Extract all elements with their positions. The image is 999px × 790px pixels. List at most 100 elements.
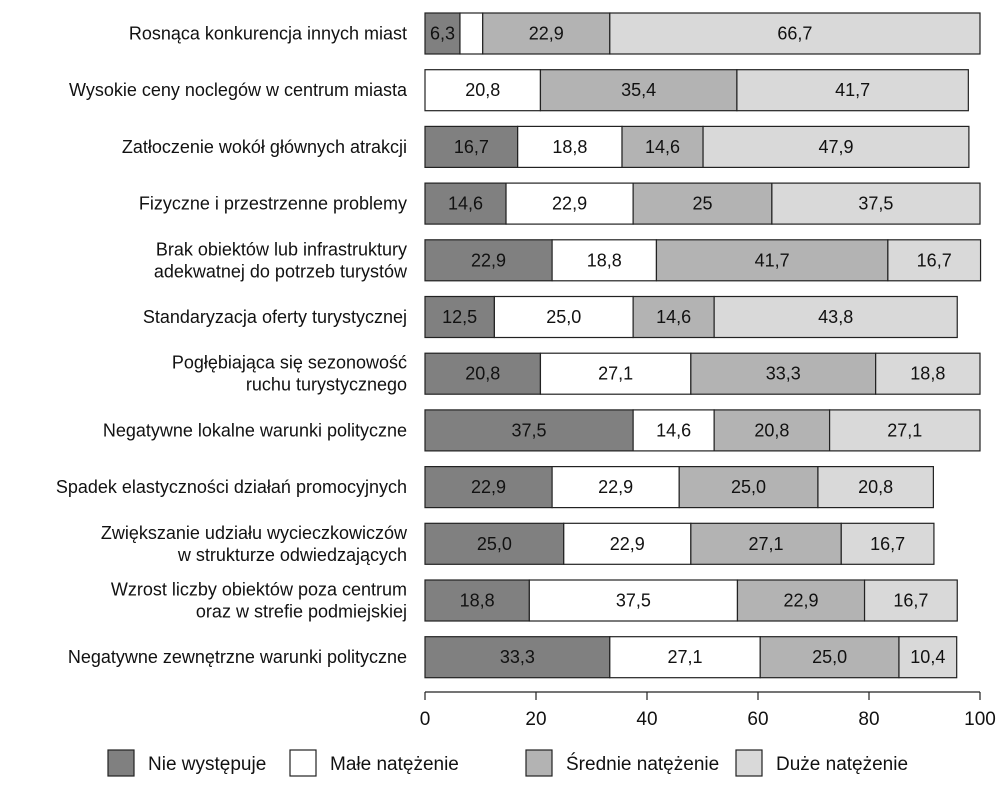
data-label: 6,3 — [430, 24, 455, 44]
bar-segment — [736, 579, 866, 622]
data-label: 35,4 — [621, 80, 656, 100]
x-tick-label: 60 — [747, 709, 768, 730]
data-label: 27,1 — [887, 420, 922, 440]
legend-item: Średnie natężenie — [525, 749, 719, 777]
bar-segment — [690, 352, 877, 395]
bar-segment — [517, 125, 623, 169]
bar-segment — [828, 409, 981, 452]
data-label: 14,6 — [656, 420, 691, 440]
legend-label: Duże natężenie — [776, 754, 908, 775]
data-label: 66,7 — [777, 24, 812, 44]
category-label: Zatłoczenie wokół głównych atrakcji — [122, 137, 407, 157]
data-label: 16,7 — [917, 250, 952, 270]
data-label: 41,7 — [755, 250, 790, 270]
bar-segment — [713, 409, 831, 452]
bar-segment — [539, 69, 738, 112]
legend-label: Małe natężenie — [330, 754, 459, 775]
data-label: 12,5 — [442, 307, 477, 327]
data-label: 27,1 — [749, 534, 784, 554]
bar-segment — [493, 295, 634, 339]
bar-segment — [609, 12, 981, 55]
data-label: 25,0 — [731, 477, 766, 497]
data-label: 25,0 — [812, 647, 847, 667]
bar-segment — [690, 522, 842, 565]
bar-segment — [424, 466, 553, 509]
bar-segment — [887, 239, 982, 282]
category-label: Fizyczne i przestrzenne problemy — [139, 194, 407, 214]
bar-segment — [459, 12, 484, 55]
category-label: ruchu turystycznego — [246, 375, 407, 395]
data-label: 37,5 — [616, 591, 651, 611]
legend-label: Średnie natężenie — [566, 753, 719, 775]
bar-segment — [875, 352, 981, 395]
data-label: 25 — [692, 194, 712, 214]
bar-segment — [863, 579, 958, 622]
legend-swatch — [107, 749, 135, 777]
legend-item: Nie występuje — [107, 749, 266, 777]
bar-segment — [551, 239, 658, 282]
data-label: 20,8 — [465, 364, 500, 384]
data-label: 20,8 — [465, 80, 500, 100]
data-label: 37,5 — [858, 194, 893, 214]
data-label: 18,8 — [910, 364, 945, 384]
bar-segment — [759, 636, 900, 679]
data-label: 18,8 — [460, 591, 495, 611]
bar-segment — [632, 295, 715, 339]
category-label: w strukturze odwiedzających — [177, 545, 407, 565]
bar-segment — [424, 579, 530, 622]
x-tick-label: 100 — [964, 709, 996, 730]
data-label: 22,9 — [471, 477, 506, 497]
category-label: Wysokie ceny noclegów w centrum miasta — [69, 80, 408, 100]
category-label: Standaryzacja oferty turystycznej — [143, 307, 407, 327]
data-label: 20,8 — [754, 420, 789, 440]
category-label: adekwatnej do potrzeb turystów — [154, 261, 408, 281]
data-label: 18,8 — [587, 250, 622, 270]
bar-segment — [424, 12, 461, 55]
data-label: 37,5 — [512, 420, 547, 440]
data-label: 43,8 — [818, 307, 853, 327]
data-label: 41,7 — [835, 80, 870, 100]
bar-segment — [424, 352, 542, 395]
data-label: 22,9 — [552, 194, 587, 214]
data-label: 22,9 — [529, 24, 564, 44]
bar-segment — [424, 522, 565, 565]
legend-swatch — [525, 749, 553, 777]
x-tick-label: 0 — [420, 709, 431, 730]
data-label: 16,7 — [893, 591, 928, 611]
legend: Nie występuje Małe natężenie Średnie natęż… — [107, 749, 908, 777]
data-label: 16,7 — [870, 534, 905, 554]
bar-segment — [736, 69, 969, 112]
bar-segment — [840, 522, 935, 565]
category-label: Negatywne zewnętrzne warunki polityczne — [68, 647, 407, 667]
legend-item: Małe natężenie — [289, 749, 459, 777]
x-tick-label: 80 — [858, 709, 879, 730]
bar-segment — [424, 125, 519, 169]
data-label: 25,0 — [546, 307, 581, 327]
bar-segment — [424, 636, 611, 679]
x-tick-label: 20 — [525, 709, 546, 730]
data-label: 22,9 — [610, 534, 645, 554]
data-label: 10,4 — [910, 647, 945, 667]
bar-segment — [771, 182, 981, 225]
bar-segment — [655, 239, 889, 282]
data-label: 47,9 — [818, 137, 853, 157]
x-tick-label: 40 — [636, 709, 657, 730]
data-label: 22,9 — [783, 591, 818, 611]
bar-segment — [713, 295, 958, 339]
category-label: Spadek elastyczności działań promocyjnyc… — [56, 477, 407, 497]
category-labels: Rosnąca konkurencja innych miast Wysokie … — [56, 24, 408, 668]
legend-label: Nie występuje — [148, 754, 266, 775]
bar-segment — [482, 12, 611, 55]
bar-segment — [632, 182, 773, 225]
data-label: 25,0 — [477, 534, 512, 554]
bar-segment — [424, 409, 634, 452]
data-label: 18,8 — [552, 137, 587, 157]
bar-segment — [898, 636, 958, 679]
category-label: Rosnąca konkurencja innych miast — [129, 24, 407, 44]
bar-segment — [424, 295, 495, 339]
data-label: 14,6 — [448, 194, 483, 214]
category-label: Brak obiektów lub infrastruktury — [156, 239, 407, 259]
x-axis: 0 20 40 60 80 100 — [420, 691, 996, 730]
data-label: 33,3 — [766, 364, 801, 384]
